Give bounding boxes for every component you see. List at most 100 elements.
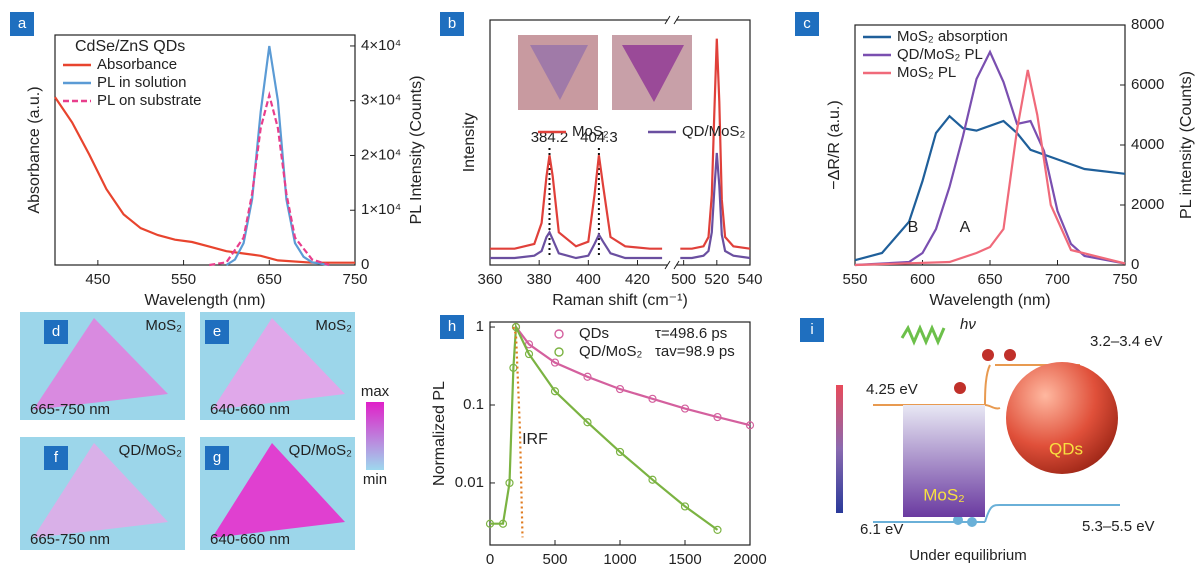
panel-letter: e bbox=[213, 323, 221, 340]
x-axis-label: Wavelength (nm) bbox=[929, 292, 1050, 309]
mos2-vb: 6.1 eV bbox=[860, 521, 903, 538]
mos2-cb: 4.25 eV bbox=[866, 381, 918, 398]
x-tick-label: 650 bbox=[257, 271, 282, 288]
panel-badge bbox=[205, 320, 229, 344]
y-tick-label: 4000 bbox=[1131, 136, 1164, 153]
flake bbox=[212, 318, 345, 410]
panel-badge bbox=[795, 12, 819, 36]
legend-label: MoS₂ bbox=[572, 123, 609, 140]
legend-label: QD/MoS₂ bbox=[682, 123, 746, 140]
y2-axis-label: PL intensity (Counts) bbox=[1178, 71, 1195, 219]
data-point bbox=[648, 394, 657, 403]
map-sample: MoS₂ bbox=[145, 317, 182, 334]
photon-wave bbox=[900, 324, 946, 346]
plot-frame bbox=[854, 24, 1126, 266]
data-point bbox=[550, 358, 560, 367]
legend-title: CdSe/ZnS QDs bbox=[75, 38, 185, 55]
x-tick-label: 520 bbox=[704, 271, 729, 288]
qd-vb: 5.3–5.5 eV bbox=[1082, 518, 1155, 535]
qd-cb: 3.2–3.4 eV bbox=[1090, 333, 1163, 350]
x-tick-label: 2000 bbox=[733, 551, 766, 568]
qd-sphere bbox=[1006, 362, 1118, 474]
data-point bbox=[583, 418, 592, 427]
legend-note: τav=98.9 ps bbox=[655, 343, 735, 360]
flake bbox=[33, 443, 168, 538]
y-tick-label: 0 bbox=[361, 256, 369, 273]
data-point bbox=[485, 519, 495, 528]
y-tick-label: 0.01 bbox=[455, 474, 484, 491]
annotation: IRF bbox=[522, 431, 548, 448]
data-point bbox=[498, 519, 508, 528]
data-point bbox=[524, 349, 534, 359]
photon-label: hν bbox=[960, 316, 976, 333]
peak-label: 404.3 bbox=[580, 129, 618, 146]
map-range: 665-750 nm bbox=[30, 401, 110, 418]
x-tick-label: 650 bbox=[977, 271, 1002, 288]
map-e: e MoS₂ 640-660 nm bbox=[200, 312, 355, 420]
electron bbox=[954, 382, 966, 394]
series-line bbox=[854, 49, 1126, 267]
x-tick-label: 400 bbox=[576, 271, 601, 288]
legend-label: PL on substrate bbox=[97, 92, 202, 109]
map-f: f QD/MoS₂ 665-750 nm bbox=[20, 437, 185, 550]
series-line bbox=[490, 322, 719, 531]
map-range: 640-660 nm bbox=[210, 531, 290, 548]
hole bbox=[967, 517, 977, 527]
panel-letter: f bbox=[54, 449, 59, 466]
map-sample: QD/MoS₂ bbox=[289, 442, 353, 459]
plot-frame bbox=[489, 19, 751, 266]
y-tick-label: 6000 bbox=[1131, 76, 1164, 93]
data-point bbox=[511, 322, 521, 332]
x-axis-label: Wavelength (nm) bbox=[144, 292, 265, 309]
legend-label: QD/MoS₂ bbox=[579, 343, 643, 360]
panel-letter: h bbox=[448, 318, 456, 335]
panel-letter: d bbox=[52, 323, 60, 340]
panel-badge bbox=[440, 315, 464, 339]
optical-insets bbox=[518, 35, 692, 110]
panel-badge bbox=[440, 12, 464, 36]
flake bbox=[33, 318, 168, 410]
map-panels: d MoS₂ 665-750 nm e MoS₂ 640-660 nm f QD… bbox=[20, 312, 390, 550]
legend-label: MoS₂ absorption bbox=[897, 28, 1008, 45]
data-point bbox=[680, 502, 690, 511]
axis-break bbox=[668, 263, 676, 267]
panel-letter: g bbox=[213, 449, 221, 466]
inset-flake bbox=[530, 45, 588, 100]
colorbar bbox=[366, 402, 384, 470]
panel-badge bbox=[800, 318, 824, 342]
y-axis-label: Intensity bbox=[461, 113, 478, 173]
x-tick-label: 540 bbox=[737, 271, 762, 288]
series-line bbox=[209, 90, 330, 267]
electron bbox=[982, 349, 994, 361]
y-tick-label: 0.1 bbox=[463, 396, 484, 413]
x-tick-label: 700 bbox=[1045, 271, 1070, 288]
energy-bar bbox=[836, 385, 843, 513]
y-tick-label: 0 bbox=[1131, 256, 1139, 273]
electron bbox=[1004, 349, 1016, 361]
data-point bbox=[615, 384, 625, 394]
legend-label: PL in solution bbox=[97, 74, 187, 91]
y-axis-label: Absorbance (a.u.) bbox=[26, 86, 43, 213]
axis-break-mark bbox=[664, 15, 680, 270]
panel-badge bbox=[44, 446, 68, 470]
hole bbox=[953, 515, 963, 525]
y-tick-label: 2×10⁴ bbox=[361, 146, 401, 163]
series-line bbox=[490, 38, 751, 250]
x-tick-label: 0 bbox=[486, 551, 494, 568]
series-line bbox=[490, 152, 751, 260]
axis-break bbox=[668, 18, 676, 22]
x-tick-label: 360 bbox=[477, 271, 502, 288]
x-tick-label: 500 bbox=[542, 551, 567, 568]
plot-frame bbox=[54, 34, 356, 266]
y-tick-label: 3×10⁴ bbox=[361, 92, 401, 109]
x-axis-label: Raman shift (cm⁻¹) bbox=[552, 292, 688, 309]
annotation: A bbox=[960, 219, 971, 236]
x-tick-label: 550 bbox=[842, 271, 867, 288]
y-axis-label: Normalized PL bbox=[431, 381, 448, 486]
data-point bbox=[648, 475, 657, 484]
legend-marker bbox=[554, 347, 564, 357]
colorbar-min: min bbox=[363, 471, 387, 488]
legend-label: Absorbance bbox=[97, 56, 177, 73]
legend-note: τ=498.6 ps bbox=[655, 325, 727, 342]
